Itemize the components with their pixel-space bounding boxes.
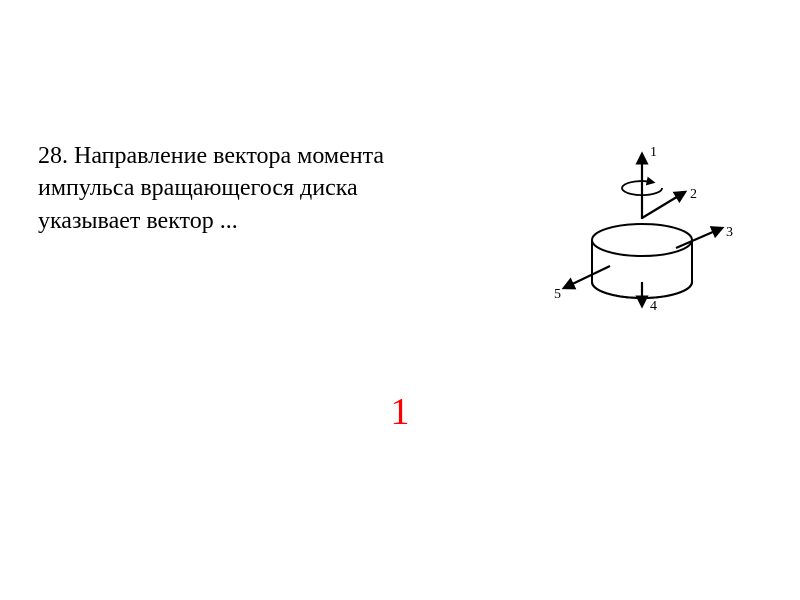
vector-label-5: 5 — [554, 287, 561, 302]
physics-slide: 28. Направление вектора момента импульса… — [0, 0, 800, 600]
vector-label-2: 2 — [690, 187, 697, 202]
disk-diagram-svg: 4 5 3 1 2 — [522, 110, 762, 350]
question-text: 28. Направление вектора момента импульса… — [38, 140, 408, 237]
vector-label-3: 3 — [726, 225, 733, 240]
vector-2 — [642, 192, 685, 218]
question-line-2: импульса вращающегося диска — [38, 175, 358, 201]
vector-label-4: 4 — [650, 299, 657, 314]
question-line-1: 28. Направление вектора момента — [38, 143, 384, 169]
disk-diagram: 4 5 3 1 2 — [522, 110, 762, 350]
answer-label: 1 — [0, 390, 800, 434]
vector-label-1: 1 — [650, 145, 657, 160]
question-line-3: указывает вектор ... — [38, 208, 238, 234]
